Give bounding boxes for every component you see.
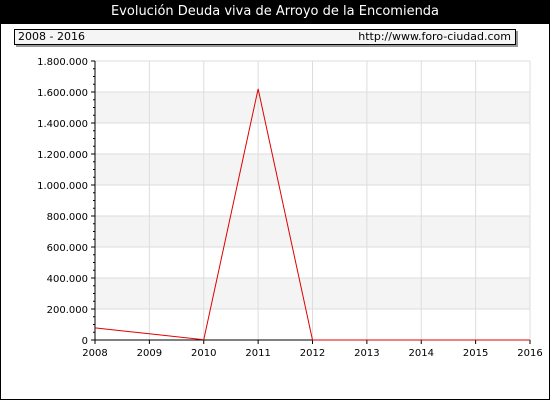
info-bar: 2008 - 2016 http://www.foro-ciudad.com [14, 29, 516, 45]
series-line [94, 88, 530, 341]
source-link[interactable]: http://www.foro-ciudad.com [358, 30, 511, 43]
x-tick-label: 2008 [82, 348, 107, 359]
y-tick-label: 1.000.000 [37, 181, 88, 192]
x-tick-label: 2009 [137, 348, 162, 359]
y-tick-label: 400.000 [47, 274, 88, 285]
x-tick-label: 2011 [245, 348, 270, 359]
y-tick-label: 800.000 [47, 212, 88, 223]
y-tick-label: 200.000 [47, 305, 88, 316]
y-tick-label: 1.400.000 [37, 119, 88, 130]
y-tick-label: 1.200.000 [37, 150, 88, 161]
x-tick-label: 2012 [300, 348, 325, 359]
x-tick-label: 2013 [354, 348, 379, 359]
y-tick-label: 1.800.000 [37, 57, 88, 68]
x-tick-label: 2014 [409, 348, 434, 359]
chart-title: Evolución Deuda viva de Arroyo de la Enc… [0, 0, 550, 24]
y-tick-label: 0 [82, 336, 88, 347]
y-tick-label: 600.000 [47, 243, 88, 254]
x-tick-label: 2015 [463, 348, 488, 359]
x-tick-label: 2016 [517, 348, 542, 359]
period-label: 2008 - 2016 [18, 30, 85, 43]
y-tick-label: 1.600.000 [37, 88, 88, 99]
x-tick-label: 2010 [191, 348, 216, 359]
